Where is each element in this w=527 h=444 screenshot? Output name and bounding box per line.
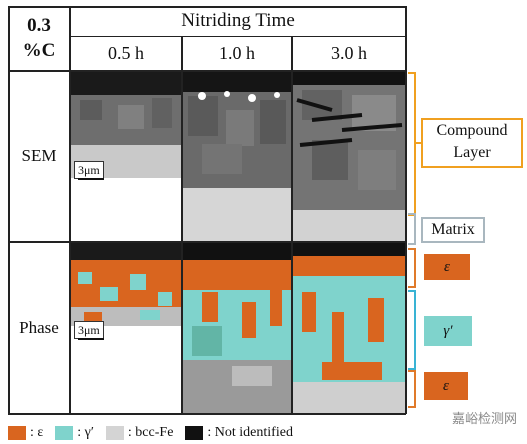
table-border-bottom <box>8 413 406 415</box>
sem-image-3-0h <box>292 70 406 242</box>
legend-swatch-epsilon <box>8 426 26 440</box>
epsilon-top-swatch: ε <box>424 254 470 280</box>
scale-bar-sem <box>78 178 104 180</box>
scale-bar-label-phase: 3μm <box>74 321 104 339</box>
nitriding-time-header: Nitriding Time <box>181 10 295 31</box>
column-divider-label <box>69 6 71 414</box>
phase-map-3-0h <box>292 242 406 414</box>
carbon-value: 0.3 <box>27 15 51 36</box>
watermark: 嘉峪检测网 <box>451 412 517 427</box>
row-header-sem: SEM <box>21 146 57 165</box>
gamma-prime-swatch: γ′ <box>424 316 472 346</box>
epsilon-top-text: ε <box>444 258 450 275</box>
compound-layer-bracket <box>408 72 416 216</box>
matrix-label: Matrix <box>421 217 485 243</box>
sem-image-1-0h <box>182 70 292 242</box>
legend-swatch-gamma-prime <box>55 426 74 440</box>
compound-layer-connector <box>414 142 422 144</box>
legend-swatch-bcc-fe <box>105 426 124 440</box>
table-border-top <box>8 6 406 8</box>
phase-map-1-0h <box>182 242 292 414</box>
legend-swatch-not-identified <box>185 426 204 440</box>
column-divider-2 <box>291 36 293 414</box>
phase-map-0-5h <box>70 242 182 414</box>
column-header-0-5h: 0.5 h <box>108 42 144 63</box>
column-divider-1 <box>181 36 183 414</box>
matrix-bracket <box>408 213 416 245</box>
compound-layer-label: Compound Layer <box>421 118 523 168</box>
legend-label-gamma-prime: : γ′ <box>77 425 94 440</box>
gamma-prime-text: γ′ <box>443 322 453 339</box>
legend-label-bcc-fe: : bcc-Fe <box>127 425 174 440</box>
row-divider-header <box>8 70 406 72</box>
compound-layer-text-2: Layer <box>453 144 491 161</box>
legend-label-epsilon: : ε <box>30 425 44 440</box>
column-header-1-0h: 1.0 h <box>219 42 255 63</box>
table-border-right <box>405 6 407 414</box>
scale-bar-label-sem: 3μm <box>74 161 104 179</box>
phase-legend: : ε : γ′ : bcc-Fe : Not identified <box>8 424 305 442</box>
gamma-prime-bracket <box>408 290 416 370</box>
carbon-unit: %C <box>22 40 56 61</box>
row-header-phase: Phase <box>19 318 59 337</box>
header-divider <box>70 36 406 37</box>
compound-layer-text-1: Compound <box>436 122 508 139</box>
scale-bar-phase <box>78 338 104 340</box>
table-border-left <box>8 6 10 414</box>
row-divider-middle <box>8 241 406 243</box>
epsilon-bottom-text: ε <box>443 377 449 394</box>
table-corner-label: 0.3 %C <box>8 6 70 70</box>
legend-label-not-identified: : Not identified <box>207 425 293 440</box>
epsilon-bottom-bracket <box>408 370 416 408</box>
epsilon-top-bracket <box>408 248 416 288</box>
sem-image-0-5h <box>70 70 182 242</box>
column-header-3-0h: 3.0 h <box>331 42 367 63</box>
epsilon-bottom-swatch: ε <box>424 372 468 400</box>
